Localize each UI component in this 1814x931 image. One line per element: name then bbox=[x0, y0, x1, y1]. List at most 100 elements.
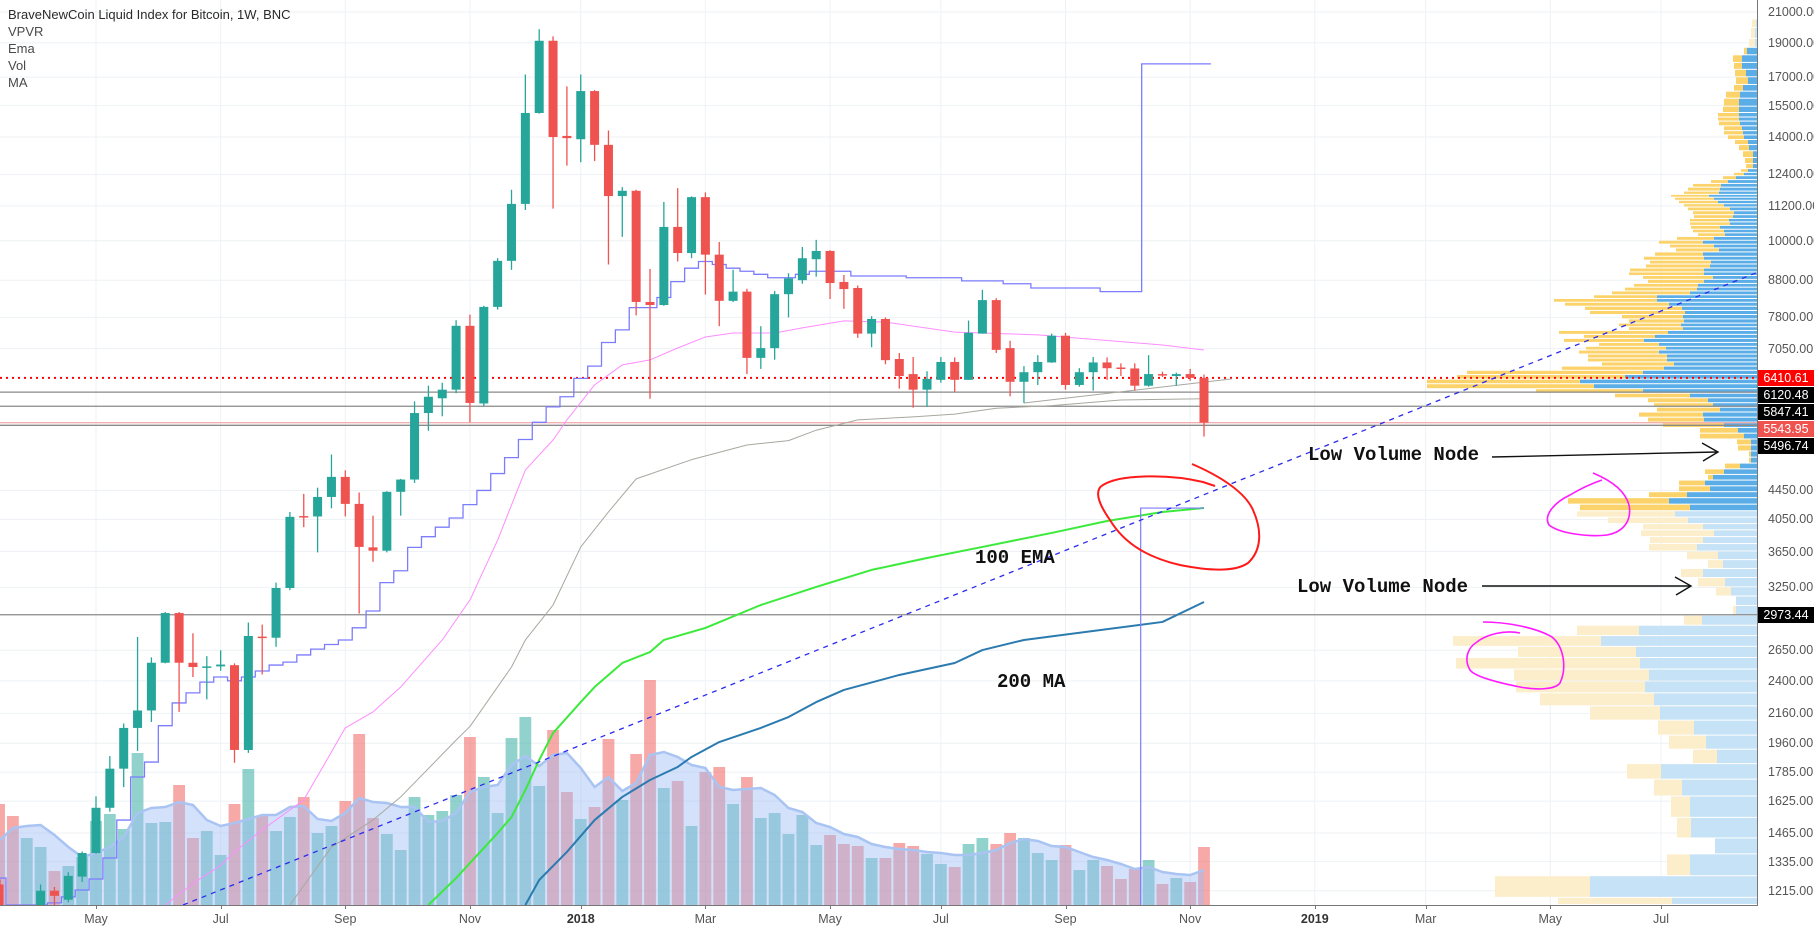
vpvr-up-bar bbox=[1719, 191, 1757, 194]
price-tick-label: 1625.00 bbox=[1768, 794, 1814, 809]
time-tick-label: Jul bbox=[932, 912, 949, 926]
vpvr-down-bar bbox=[1644, 256, 1704, 260]
ema-100-label[interactable]: 100 EMA bbox=[975, 547, 1055, 569]
price-tick-label: 11200.00 bbox=[1768, 198, 1814, 213]
volume-bar bbox=[1156, 884, 1169, 905]
volume-bar bbox=[741, 777, 753, 905]
vpvr-down-bar bbox=[1427, 384, 1594, 389]
time-axis-border bbox=[0, 905, 1758, 906]
vpvr-up-bar bbox=[1703, 252, 1757, 256]
vpvr-up-bar bbox=[1594, 384, 1757, 389]
vpvr-down-bar bbox=[1738, 445, 1751, 451]
volume-bar bbox=[394, 850, 407, 905]
magenta-circle-drawing-1[interactable] bbox=[1546, 472, 1631, 537]
legend-ema[interactable]: Ema bbox=[8, 41, 35, 56]
vpvr-down-bar bbox=[1650, 537, 1703, 544]
vpvr-down-bar bbox=[1744, 47, 1747, 55]
candle-body bbox=[922, 378, 932, 390]
vpvr-down-bar bbox=[1586, 346, 1666, 350]
time-tick-label: Mar bbox=[1414, 912, 1437, 926]
legend-vpvr[interactable]: VPVR bbox=[8, 24, 44, 39]
candle-body bbox=[1074, 372, 1084, 385]
price-axis-border bbox=[1757, 0, 1758, 906]
volume-bar bbox=[90, 821, 102, 905]
arrowhead-2 bbox=[1674, 576, 1693, 596]
volume-bar bbox=[325, 826, 338, 905]
volume-bar bbox=[547, 730, 559, 905]
candle-body bbox=[1171, 374, 1181, 376]
vpvr-up-bar bbox=[1731, 587, 1757, 596]
vpvr-down-bar bbox=[1564, 338, 1644, 342]
vpvr-up-bar bbox=[1715, 838, 1757, 854]
vpvr-up-bar bbox=[1740, 463, 1757, 469]
vertical-marker-line bbox=[1140, 507, 1204, 905]
vpvr-down-bar bbox=[1739, 145, 1749, 151]
vpvr-down-bar bbox=[1584, 334, 1655, 338]
vpvr-up-bar bbox=[1748, 169, 1757, 172]
vpvr-up-bar bbox=[1694, 720, 1757, 735]
low-volume-node-label-1[interactable]: Low Volume Node bbox=[1308, 444, 1480, 466]
red-circle-drawing[interactable] bbox=[1097, 463, 1261, 571]
volume-bar bbox=[1059, 845, 1072, 905]
vpvr-down-bar bbox=[1540, 693, 1654, 706]
volume-bar bbox=[838, 844, 850, 905]
time-tick-label: 2018 bbox=[566, 912, 595, 926]
dashed-trendline bbox=[182, 271, 1757, 905]
volume-bar bbox=[1170, 878, 1183, 905]
vpvr-up-bar bbox=[1744, 135, 1757, 140]
vpvr-down-bar bbox=[1688, 207, 1730, 211]
candle-body bbox=[271, 588, 281, 638]
candle-body bbox=[894, 359, 904, 376]
candle-body bbox=[631, 190, 641, 302]
volume-bar bbox=[561, 792, 573, 905]
vpvr-down-bar bbox=[1650, 260, 1711, 264]
vpvr-up-bar bbox=[1720, 225, 1757, 229]
candle-body bbox=[1157, 374, 1167, 376]
candle-body bbox=[202, 666, 212, 668]
vpvr-down-bar bbox=[1693, 229, 1724, 233]
vpvr-up-bar bbox=[1669, 302, 1757, 306]
candle-body bbox=[784, 278, 793, 295]
low-volume-node-label-2[interactable]: Low Volume Node bbox=[1297, 576, 1469, 598]
volume-bar bbox=[727, 804, 739, 905]
vpvr-down-bar bbox=[1622, 315, 1683, 319]
time-tick-label: May bbox=[818, 912, 842, 926]
candle-body bbox=[91, 807, 101, 854]
vpvr-up-bar bbox=[1744, 433, 1757, 439]
vpvr-up-bar bbox=[1730, 222, 1757, 225]
volume-bar bbox=[865, 858, 878, 905]
ma-200-label[interactable]: 200 MA bbox=[997, 671, 1066, 693]
magenta-circle-drawing-2[interactable] bbox=[1466, 621, 1565, 690]
vpvr-up-bar bbox=[1690, 291, 1757, 295]
vpvr-up-bar bbox=[1742, 55, 1757, 62]
vpvr-up-bar bbox=[1719, 248, 1757, 252]
vpvr-down-bar bbox=[1676, 248, 1719, 252]
price-tick-label: 2650.00 bbox=[1768, 643, 1814, 658]
candle-body bbox=[174, 613, 184, 663]
vpvr-up-bar bbox=[1710, 486, 1757, 492]
volume-bar bbox=[131, 753, 144, 905]
legend-ma[interactable]: MA bbox=[8, 75, 28, 90]
candle-body bbox=[1185, 374, 1195, 378]
candle-body bbox=[354, 503, 364, 547]
volume-bar bbox=[7, 816, 19, 905]
gray-trend-line bbox=[1023, 378, 1232, 404]
time-tick-label: 2019 bbox=[1300, 912, 1329, 926]
vpvr-up-bar bbox=[1685, 310, 1757, 315]
arrow-line-1[interactable] bbox=[1491, 451, 1718, 458]
vpvr-down-bar bbox=[1671, 194, 1709, 197]
time-tick-label: Mar bbox=[694, 912, 717, 926]
vpvr-down-bar bbox=[1588, 354, 1667, 358]
drawings bbox=[1097, 442, 1720, 690]
vpvr-down-bar bbox=[1579, 350, 1659, 354]
candle-body bbox=[493, 260, 503, 307]
vpvr-down-bar bbox=[1684, 615, 1702, 625]
vpvr-down-bar bbox=[1723, 106, 1739, 112]
candle-body bbox=[340, 476, 350, 504]
vpvr-down-bar bbox=[1693, 183, 1721, 187]
symbol-title[interactable]: BraveNewCoin Liquid Index for Bitcoin, 1… bbox=[8, 7, 291, 22]
legend-vol[interactable]: Vol bbox=[8, 58, 27, 73]
candle-body bbox=[728, 291, 738, 301]
candle-body bbox=[437, 389, 447, 399]
